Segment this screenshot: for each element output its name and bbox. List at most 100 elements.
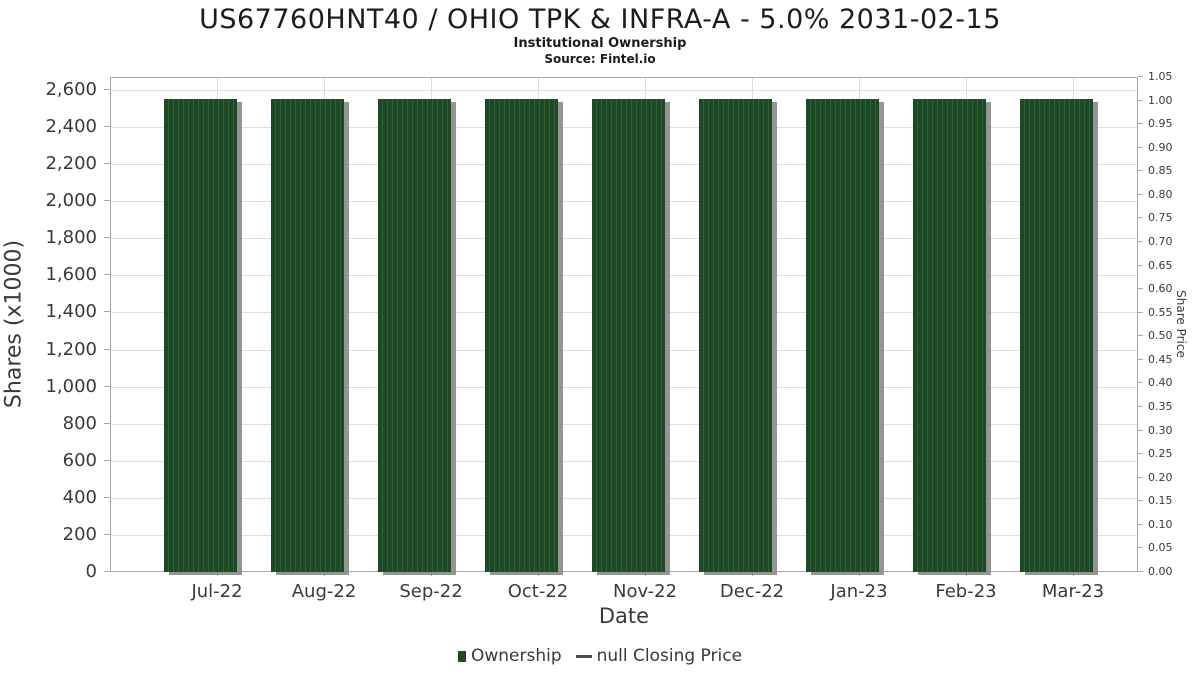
y-axis-tick-left bbox=[104, 496, 110, 498]
y-tick-label-left: 2,400 bbox=[45, 116, 97, 138]
legend-label-closing-price: null Closing Price bbox=[596, 646, 743, 666]
y-tick-label-right: 0.00 bbox=[1148, 565, 1173, 578]
y-axis-tick-right bbox=[1138, 335, 1143, 337]
y-axis-tick-right bbox=[1138, 146, 1143, 148]
y-tick-label-left: 2,200 bbox=[45, 153, 97, 175]
x-axis-label: Date bbox=[598, 604, 650, 628]
chart-title: US67760HNT40 / OHIO TPK & INFRA-A - 5.0%… bbox=[199, 4, 1001, 35]
ownership-bar[interactable] bbox=[805, 99, 879, 572]
y-tick-label-left: 400 bbox=[62, 486, 97, 508]
y-axis-tick-left bbox=[104, 89, 110, 90]
y-tick-label-left: 600 bbox=[62, 449, 97, 471]
legend-item-ownership[interactable]: Ownership bbox=[457, 646, 562, 666]
legend-label-ownership: Ownership bbox=[470, 646, 562, 666]
y-axis-label-right: Share Price bbox=[1174, 290, 1188, 358]
y-axis-tick-right bbox=[1138, 547, 1143, 549]
ownership-bar[interactable] bbox=[377, 99, 451, 572]
y-axis-tick-right bbox=[1138, 193, 1143, 195]
y-tick-label-right: 0.05 bbox=[1148, 541, 1173, 555]
y-tick-label-right: 0.65 bbox=[1148, 258, 1173, 272]
y-axis-tick-left bbox=[104, 200, 110, 202]
y-axis-tick-right bbox=[1138, 76, 1143, 77]
y-axis-tick-right bbox=[1138, 453, 1143, 455]
y-tick-label-left: 1,400 bbox=[45, 301, 97, 323]
y-tick-label-right: 0.30 bbox=[1148, 423, 1173, 437]
y-axis-tick-right bbox=[1138, 264, 1143, 266]
y-axis-tick-right bbox=[1138, 406, 1143, 407]
legend-item-closing-price[interactable]: null Closing Price bbox=[575, 646, 743, 666]
y-axis-tick-left bbox=[104, 459, 110, 461]
y-tick-label-right: 0.50 bbox=[1148, 329, 1173, 343]
y-axis-tick-right bbox=[1138, 311, 1143, 313]
ownership-bar[interactable] bbox=[591, 99, 665, 572]
y-axis-tick-right bbox=[1138, 476, 1143, 478]
chart-subtitle: Institutional Ownership bbox=[513, 36, 687, 51]
y-axis-tick-left bbox=[104, 422, 110, 424]
y-axis-tick-left bbox=[104, 385, 110, 387]
y-axis-tick-left bbox=[104, 274, 110, 276]
y-tick-label-left: 0 bbox=[85, 561, 97, 582]
y-tick-label-left: 800 bbox=[62, 412, 97, 434]
y-axis-tick-right bbox=[1138, 99, 1143, 101]
gridline-horizontal bbox=[111, 90, 1137, 91]
ownership-bar[interactable] bbox=[698, 99, 772, 572]
x-tick-label: Jul-22 bbox=[191, 581, 243, 602]
ownership-bar[interactable] bbox=[912, 99, 986, 572]
y-tick-label-right: 0.25 bbox=[1148, 447, 1173, 461]
x-tick-label: Oct-22 bbox=[507, 581, 569, 602]
chart-source: Source: Fintel.io bbox=[544, 52, 656, 66]
y-axis-tick-right bbox=[1138, 170, 1143, 172]
x-tick-label: Nov-22 bbox=[612, 581, 678, 602]
ownership-bar[interactable] bbox=[484, 99, 558, 572]
x-tick-label: Aug-22 bbox=[291, 581, 357, 602]
y-tick-label-right: 0.55 bbox=[1148, 305, 1173, 319]
y-tick-label-right: 0.85 bbox=[1148, 164, 1173, 178]
y-axis-tick-right bbox=[1138, 241, 1143, 242]
y-tick-label-right: 0.90 bbox=[1148, 140, 1173, 154]
y-axis-tick-left bbox=[104, 348, 110, 350]
y-tick-label-left: 200 bbox=[62, 523, 97, 545]
y-tick-label-left: 1,800 bbox=[45, 227, 97, 249]
y-axis-tick-left bbox=[104, 163, 110, 165]
y-axis-tick-right bbox=[1138, 358, 1143, 360]
closing-price-series-marker-icon bbox=[575, 654, 592, 658]
y-tick-label-right: 1.00 bbox=[1148, 93, 1173, 107]
y-tick-label-right: 0.45 bbox=[1148, 352, 1173, 366]
y-tick-label-right: 0.15 bbox=[1148, 494, 1173, 508]
legend: Ownership null Closing Price bbox=[0, 646, 1200, 666]
y-tick-label-left: 2,000 bbox=[45, 190, 97, 212]
y-axis-tick-right bbox=[1138, 429, 1143, 431]
y-axis-tick-right bbox=[1138, 123, 1143, 125]
y-tick-label-right: 0.80 bbox=[1148, 187, 1173, 201]
y-tick-label-right: 0.70 bbox=[1148, 235, 1173, 248]
ownership-bar[interactable] bbox=[163, 99, 237, 572]
y-axis-tick-right bbox=[1138, 523, 1143, 525]
y-tick-label-right: 0.60 bbox=[1148, 282, 1173, 296]
y-tick-label-right: 0.40 bbox=[1148, 376, 1173, 390]
y-tick-label-right: 0.95 bbox=[1148, 117, 1173, 131]
ownership-bar[interactable] bbox=[1019, 99, 1093, 572]
y-tick-label-left: 2,600 bbox=[45, 79, 97, 100]
ownership-bar[interactable] bbox=[270, 99, 344, 572]
y-axis-tick-left bbox=[104, 311, 110, 313]
y-tick-label-right: 0.75 bbox=[1148, 211, 1173, 225]
y-axis-tick-right bbox=[1138, 288, 1143, 290]
y-axis-tick-right bbox=[1138, 217, 1143, 219]
y-tick-label-right: 0.10 bbox=[1148, 517, 1173, 531]
y-axis-tick-right bbox=[1138, 382, 1143, 384]
y-axis-tick-right bbox=[1138, 500, 1143, 502]
y-tick-label-right: 0.35 bbox=[1148, 400, 1173, 413]
y-tick-label-left: 1,200 bbox=[45, 338, 97, 360]
x-tick-label: Jan-23 bbox=[830, 581, 888, 602]
y-axis-tick-left bbox=[104, 533, 110, 535]
y-axis-tick-left bbox=[104, 571, 110, 572]
x-tick-label: Dec-22 bbox=[719, 581, 785, 602]
x-tick-label: Sep-22 bbox=[399, 581, 463, 602]
y-axis-tick-left bbox=[104, 237, 110, 239]
y-tick-label-left: 1,000 bbox=[45, 375, 97, 397]
y-tick-label-right: 0.20 bbox=[1148, 470, 1173, 484]
x-tick-label: Feb-23 bbox=[935, 581, 997, 602]
y-tick-label-left: 1,600 bbox=[45, 264, 97, 286]
y-axis-tick-right bbox=[1138, 571, 1143, 572]
x-tick-label: Mar-23 bbox=[1041, 581, 1105, 602]
